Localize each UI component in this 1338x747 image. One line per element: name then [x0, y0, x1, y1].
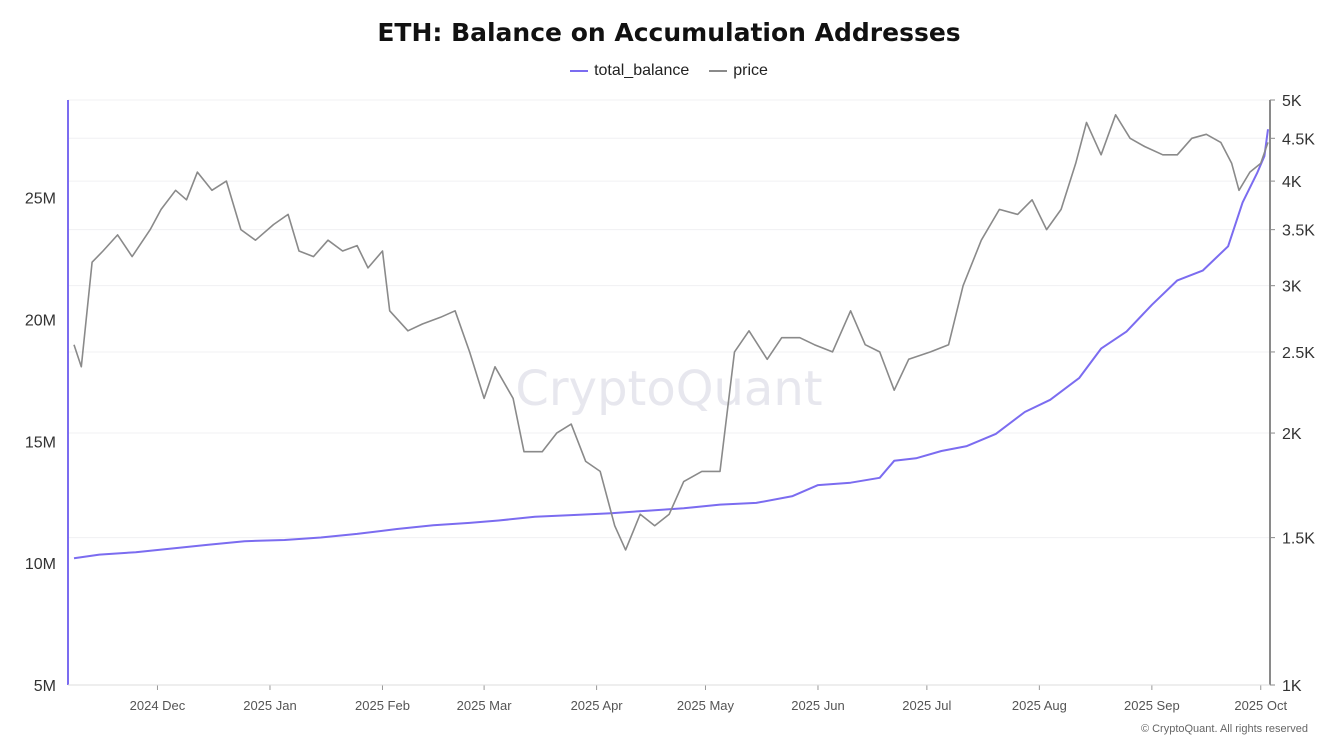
x-tick-label: 2025 Feb	[355, 698, 410, 713]
y-left-tick-label: 15M	[25, 434, 56, 451]
series-line-total-balance	[73, 129, 1269, 560]
y-right-tick-label: 4.5K	[1282, 131, 1315, 148]
legend-item-total-balance[interactable]: total_balance	[570, 62, 689, 80]
y-left-tick-label: 25M	[25, 191, 56, 208]
y-left-tick-label: 10M	[25, 556, 56, 573]
x-tick-label: 2025 Mar	[457, 698, 513, 713]
legend-label-price: price	[733, 62, 768, 79]
y-left-tick-label: 5M	[34, 678, 56, 695]
y-right-tick-label: 2K	[1282, 426, 1302, 443]
x-tick-label: 2025 Jul	[902, 698, 951, 713]
x-tick-label: 2024 Dec	[130, 698, 186, 713]
x-tick-label: 2025 Oct	[1234, 698, 1287, 713]
y-right-tick-label: 1K	[1282, 678, 1302, 695]
y-right-tick-label: 3K	[1282, 279, 1302, 296]
series-line-price	[73, 114, 1269, 551]
legend-label-total-balance: total_balance	[594, 62, 690, 79]
x-tick-label: 2025 Apr	[571, 698, 624, 713]
x-tick-label: 2025 Jan	[243, 698, 297, 713]
x-tick-label: 2025 Aug	[1012, 698, 1067, 713]
legend-swatch-total-balance	[570, 70, 589, 72]
watermark-text: CryptoQuant	[515, 361, 822, 417]
y-left-tick-label: 20M	[25, 312, 56, 329]
legend-swatch-price	[709, 70, 728, 72]
x-tick-label: 2025 Sep	[1124, 698, 1180, 713]
chart-title: ETH: Balance on Accumulation Addresses	[377, 18, 961, 47]
y-right-tick-label: 4K	[1282, 174, 1302, 191]
copyright-notice: © CryptoQuant. All rights reserved	[1140, 723, 1308, 735]
y-right-tick-label: 1.5K	[1282, 531, 1315, 548]
x-tick-label: 2025 May	[677, 698, 735, 713]
y-right-tick-label: 3.5K	[1282, 223, 1315, 240]
chart-legend: total_balance price	[0, 62, 1338, 80]
y-right-tick-label: 2.5K	[1282, 345, 1315, 362]
y-right-tick-label: 5K	[1282, 93, 1302, 110]
x-tick-label: 2025 Jun	[791, 698, 845, 713]
legend-item-price[interactable]: price	[709, 62, 768, 80]
